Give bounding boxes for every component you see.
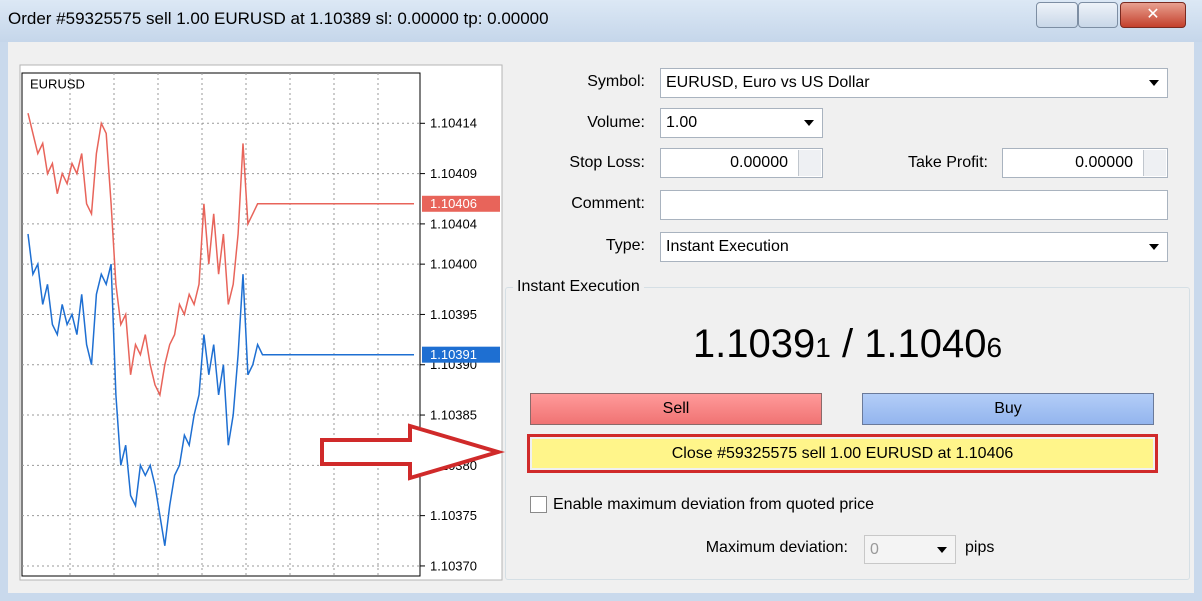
symbol-label: Symbol: <box>587 73 645 90</box>
y-tick-label: 1.10409 <box>430 166 477 181</box>
bid-pip: 1 <box>815 332 831 363</box>
take-profit-input[interactable]: 0.00000 <box>1002 148 1168 178</box>
y-tick-label: 1.10395 <box>430 307 477 322</box>
stop-loss-label: Stop Loss: <box>569 154 645 171</box>
execution-group <box>505 287 1190 580</box>
comment-label: Comment: <box>571 195 645 212</box>
spinner[interactable] <box>1143 150 1166 176</box>
volume-label: Volume: <box>587 114 645 131</box>
maximize-button[interactable] <box>1078 2 1118 28</box>
deviation-label: Maximum deviation: <box>705 539 848 556</box>
window-title: Order #59325575 sell 1.00 EURUSD at 1.10… <box>8 9 549 28</box>
prices: 1.10391 / 1.10406 <box>505 322 1190 367</box>
deviation-checkbox[interactable] <box>530 496 547 513</box>
close-order-button[interactable]: Close #59325575 sell 1.00 EURUSD at 1.10… <box>532 439 1153 468</box>
price-label: 1.10406 <box>430 196 477 211</box>
deviation-select[interactable]: 0 <box>864 535 956 564</box>
buy-button[interactable]: Buy <box>862 393 1154 425</box>
minimize-button[interactable] <box>1036 2 1078 28</box>
deviation-checkbox-label: Enable maximum deviation from quoted pri… <box>553 496 875 513</box>
highlight-frame <box>527 434 1158 473</box>
price-label-box <box>422 346 500 363</box>
chart-title: EURUSD <box>30 76 85 91</box>
plot-area <box>21 72 421 577</box>
y-tick-label: 1.10370 <box>430 558 477 573</box>
spinner[interactable] <box>798 150 821 176</box>
take-profit-label: Take Profit: <box>907 154 988 171</box>
deviation-unit: pips <box>965 539 995 556</box>
ask-pip: 6 <box>986 332 1003 363</box>
title-bar <box>0 0 1202 42</box>
y-tick-label: 1.10414 <box>430 116 477 131</box>
arrow <box>320 423 506 481</box>
price-label: 1.10391 <box>430 347 477 362</box>
symbol-select[interactable]: EURUSD, Euro vs US Dollar <box>660 68 1168 98</box>
type-label: Type: <box>605 237 645 254</box>
close-window-button[interactable]: ✕ <box>1120 2 1186 28</box>
type-select[interactable]: Instant Execution <box>660 232 1168 262</box>
separator: / <box>841 322 854 366</box>
comment-input[interactable] <box>660 190 1168 220</box>
ask-main: 1.1040 <box>864 322 987 366</box>
volume-select[interactable]: 1.00 <box>660 108 823 138</box>
take-profit-value: 0.00000 <box>1075 154 1133 171</box>
sell-button[interactable]: Sell <box>530 393 822 425</box>
y-tick-label: 1.10385 <box>430 407 477 422</box>
stop-loss-input[interactable]: 0.00000 <box>660 148 823 178</box>
y-tick-label: 1.10375 <box>430 508 477 523</box>
y-tick-label: 1.10404 <box>430 216 477 231</box>
price-line <box>27 233 414 546</box>
bid-main: 1.1039 <box>692 322 816 366</box>
stop-loss-value: 0.00000 <box>730 154 788 171</box>
price-label-box <box>422 195 500 212</box>
y-tick-label: 1.10400 <box>430 257 477 272</box>
group-title: Instant Execution <box>513 278 644 296</box>
price-line <box>27 113 414 398</box>
